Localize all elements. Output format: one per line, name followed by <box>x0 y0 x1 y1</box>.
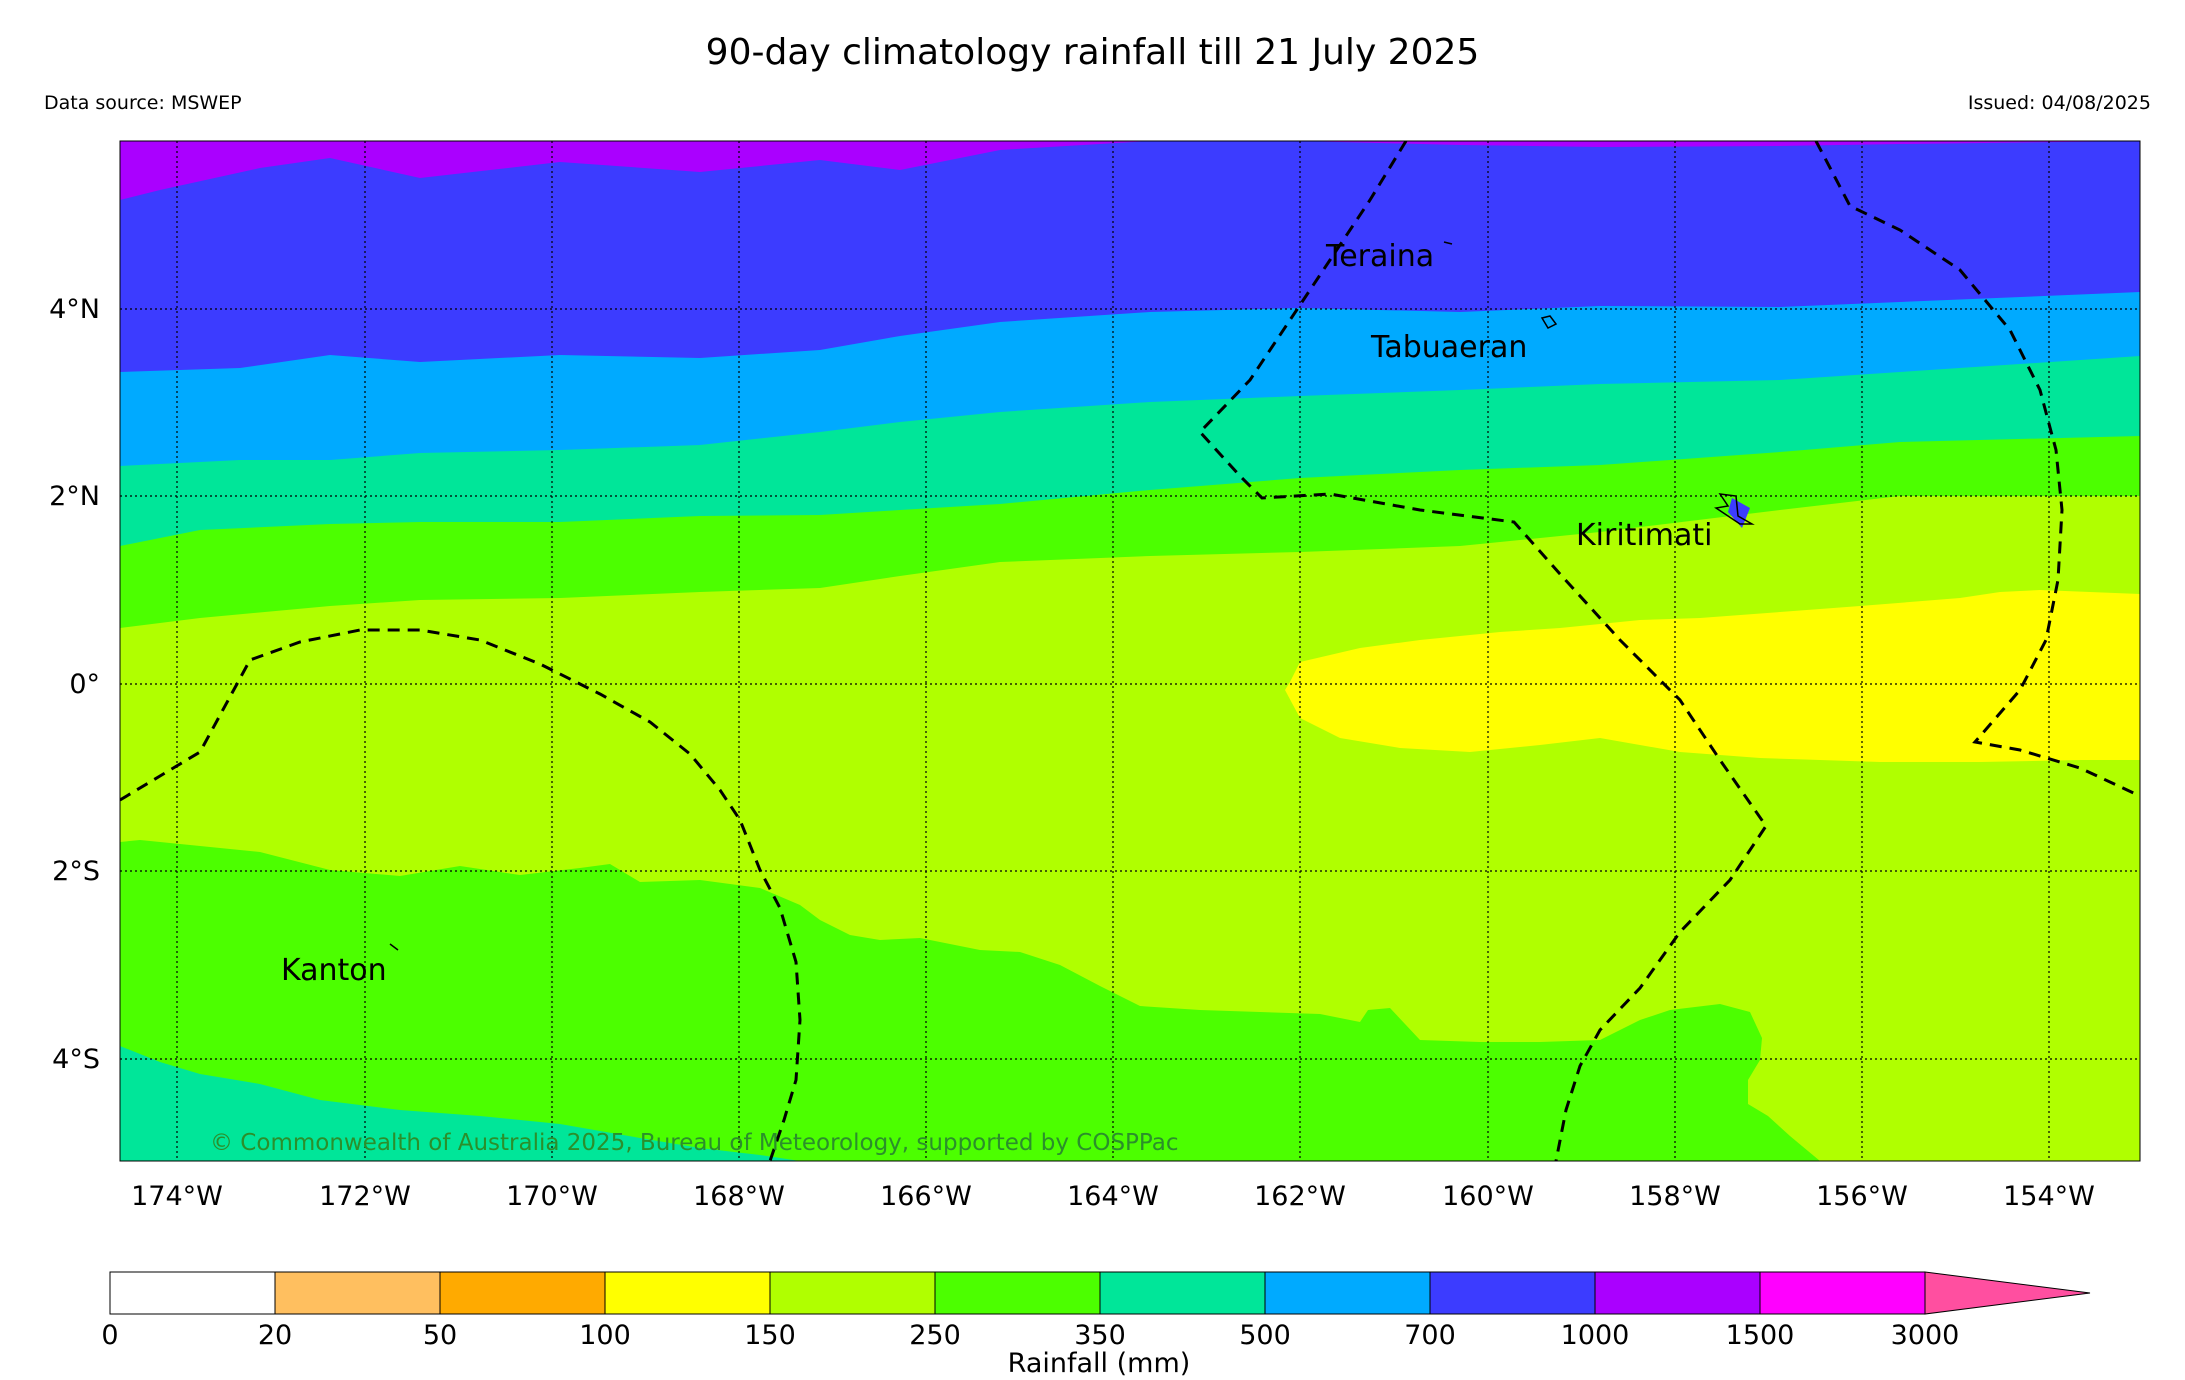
colorbar-tick-label: 1500 <box>1726 1320 1795 1351</box>
lat-tick-label: 0° <box>69 669 100 700</box>
lon-tick-label: 162°W <box>1254 1181 1346 1212</box>
colorbar-swatch <box>274 1271 441 1315</box>
teraina-island-outline <box>1443 241 1453 245</box>
issued-date-label: Issued: 04/08/2025 <box>1967 92 2151 114</box>
colorbar-tick-label: 0 <box>101 1320 118 1351</box>
place-label-teraina: Teraina <box>1325 239 1434 274</box>
rainfall-contours <box>120 141 2140 1161</box>
lat-tick-label: 2°S <box>52 856 100 887</box>
lat-tick-label: 4°N <box>49 294 100 325</box>
place-label-kanton: Kanton <box>281 953 387 988</box>
lon-tick-label: 164°W <box>1067 1181 1159 1212</box>
colorbar-tick-label: 350 <box>1074 1320 1126 1351</box>
map-title: 90-day climatology rainfall till 21 July… <box>705 32 1480 73</box>
map-frame <box>119 140 2141 1162</box>
colorbar-swatch <box>1594 1271 1761 1315</box>
colorbar-tick-label: 50 <box>423 1320 457 1351</box>
eez-boundaries <box>120 141 2140 1161</box>
lat-tick-label: 2°N <box>49 481 100 512</box>
data-source-label: Data source: MSWEP <box>44 92 242 114</box>
colorbar-swatch <box>1429 1271 1596 1315</box>
eez-boundary-line-islands <box>1197 141 1768 1161</box>
lon-tick-label: 166°W <box>880 1181 972 1212</box>
lon-tick-label: 174°W <box>131 1181 223 1212</box>
place-label-kiritimati: Kiritimati <box>1576 518 1712 553</box>
colorbar-tick-label: 700 <box>1404 1320 1456 1351</box>
band-250-350-south <box>120 840 1820 1161</box>
band-250-350-patch <box>1712 1056 1728 1072</box>
colorbar-tick-label: 250 <box>909 1320 961 1351</box>
colorbar-swatch <box>1099 1271 1266 1315</box>
colorbar: 0 20 50 100 150 250 350 500 700 1000 1500 3000 <box>101 1271 2091 1351</box>
colorbar-tick-label: 20 <box>258 1320 292 1351</box>
colorbar-tick-label: 3000 <box>1891 1320 1960 1351</box>
colorbar-extension-arrow <box>1924 1271 2091 1315</box>
colorbar-swatch <box>439 1271 606 1315</box>
colorbar-tick-label: 1000 <box>1561 1320 1630 1351</box>
band-350-500-south <box>120 1046 800 1161</box>
colorbar-swatch <box>604 1271 771 1315</box>
copyright-notice: © Commonwealth of Australia 2025, Bureau… <box>210 1130 1179 1156</box>
lon-tick-label: 160°W <box>1442 1181 1534 1212</box>
colorbar-tick-label: 150 <box>744 1320 796 1351</box>
lon-tick-label: 158°W <box>1629 1181 1721 1212</box>
eez-boundary-east <box>1814 141 2140 798</box>
island-outlines <box>389 241 1755 951</box>
colorbar-swatch <box>769 1271 936 1315</box>
lon-tick-label: 170°W <box>506 1181 598 1212</box>
place-label-tabuaeran: Tabuaeran <box>1370 330 1527 365</box>
kiritimati-island-outline <box>1714 493 1755 525</box>
colorbar-tick-label: 500 <box>1239 1320 1291 1351</box>
lon-tick-label: 156°W <box>1816 1181 1908 1212</box>
colorbar-label: Rainfall (mm) <box>1008 1348 1191 1379</box>
colorbar-swatch <box>1264 1271 1431 1315</box>
lon-tick-label: 172°W <box>319 1181 411 1212</box>
colorbar-tick-label: 100 <box>579 1320 631 1351</box>
tabuaeran-island-outline <box>1540 315 1558 329</box>
colorbar-swatch <box>109 1271 276 1315</box>
eez-boundary-phoenix <box>120 628 802 1161</box>
band-100-150 <box>1285 590 2140 762</box>
graticule <box>120 141 2140 1161</box>
colorbar-swatch <box>1759 1271 1926 1315</box>
lon-tick-label: 168°W <box>693 1181 785 1212</box>
lat-tick-label: 4°S <box>52 1044 100 1075</box>
kanton-island-outline <box>389 943 399 951</box>
colorbar-swatch <box>934 1271 1101 1315</box>
lon-tick-label: 154°W <box>2003 1181 2095 1212</box>
